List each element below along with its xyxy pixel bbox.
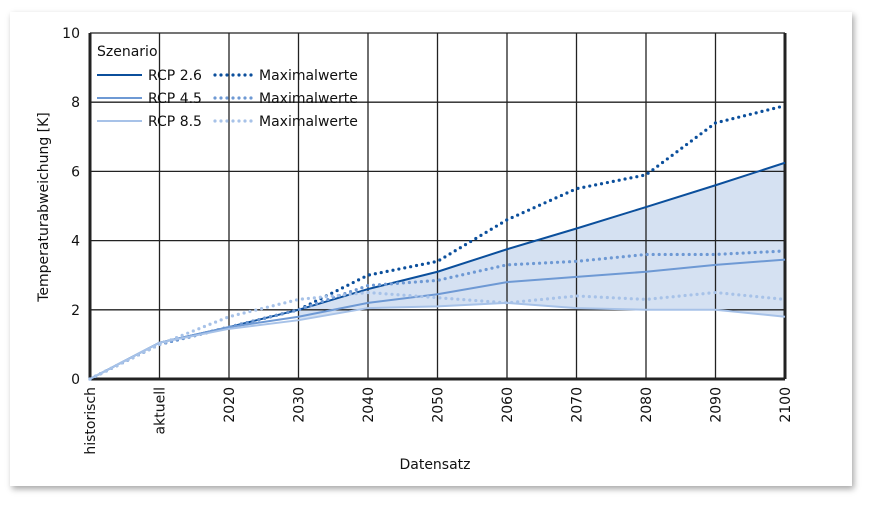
- x-tick-label: 2050: [431, 387, 447, 423]
- series-line-maximalwerte: [88, 290, 787, 381]
- chart-frame: 0 2 4 6 8 10 historisch aktuell 2020 2030 2040 2050…: [10, 12, 852, 486]
- x-tick-label: 2070: [570, 387, 586, 423]
- legend-label: RCP 4.5: [148, 91, 202, 107]
- series-lines: [88, 104, 787, 381]
- y-axis-label: Temperaturabweichung [K]: [36, 112, 52, 303]
- legend: Szenario RCP 2.6 Maximalwerte RCP 4.5 Maxim…: [97, 44, 358, 130]
- y-tick-label: 4: [71, 234, 80, 250]
- line-chart: 0 2 4 6 8 10 historisch aktuell 2020 2030 2040 2050…: [36, 26, 794, 473]
- x-tick-label: historisch: [83, 387, 99, 455]
- x-tick-label: 2020: [222, 387, 238, 423]
- x-tick-label: aktuell: [153, 387, 169, 434]
- y-tick-label: 6: [71, 164, 80, 180]
- series-line-rcp-8-5: [89, 301, 786, 380]
- y-tick-label: 2: [71, 303, 80, 319]
- y-tick-label: 0: [71, 372, 80, 388]
- legend-label: Maximalwerte: [259, 91, 358, 107]
- x-tick-label: 2100: [778, 387, 794, 423]
- tick-labels: 0 2 4 6 8 10 historisch aktuell 2020 2030 2040 2050…: [62, 26, 794, 455]
- x-axis-label: Datensatz: [399, 457, 470, 473]
- x-tick-label: 2080: [639, 387, 655, 423]
- legend-label: Maximalwerte: [259, 114, 358, 130]
- grid: [88, 32, 787, 381]
- legend-title: Szenario: [97, 44, 158, 60]
- x-tick-label: 2040: [361, 387, 377, 423]
- y-tick-label: 8: [71, 95, 80, 111]
- x-tick-label: 2030: [292, 387, 308, 423]
- legend-label: Maximalwerte: [259, 68, 358, 84]
- legend-label: RCP 8.5: [148, 114, 202, 130]
- x-tick-label: 2060: [500, 387, 516, 423]
- y-tick-label: 10: [62, 26, 80, 42]
- x-tick-label: 2090: [709, 387, 725, 423]
- legend-label: RCP 2.6: [148, 68, 202, 84]
